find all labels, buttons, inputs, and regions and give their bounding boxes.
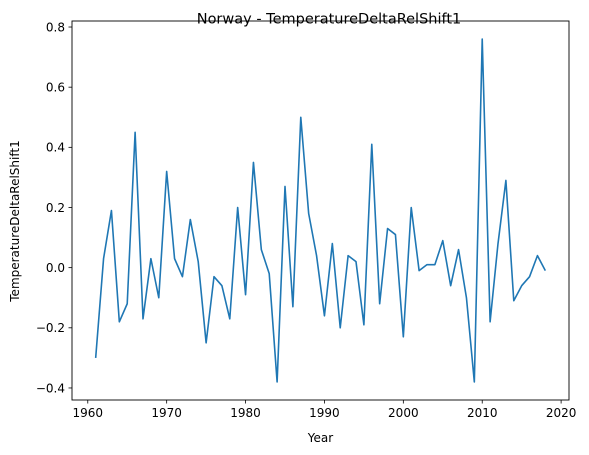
y-tick-label: 0.4 [46, 141, 65, 155]
x-tick-label: 1990 [309, 406, 340, 420]
plot-area [96, 39, 546, 382]
x-tick-label: 2010 [467, 406, 498, 420]
plot-frame [72, 21, 569, 400]
x-tick-label: 2020 [546, 406, 577, 420]
y-tick-label: −0.4 [36, 381, 65, 395]
x-tick-label: 1960 [73, 406, 104, 420]
x-tick-label: 2000 [388, 406, 419, 420]
y-tick-label: 0.8 [46, 20, 65, 34]
y-axis-label: TemperatureDeltaRelShift1 [8, 140, 22, 302]
y-tick-label: −0.2 [36, 321, 65, 335]
y-tick-label: 0.2 [46, 201, 65, 215]
series-line-0 [96, 39, 546, 382]
x-tick-label: 1980 [230, 406, 261, 420]
x-axis-label: Year [307, 431, 333, 445]
chart-title: Norway - TemperatureDeltaRelShift1 [197, 12, 462, 28]
x-tick-label: 1970 [151, 406, 182, 420]
y-tick-label: 0.0 [46, 261, 65, 275]
y-tick-label: 0.6 [46, 80, 65, 94]
